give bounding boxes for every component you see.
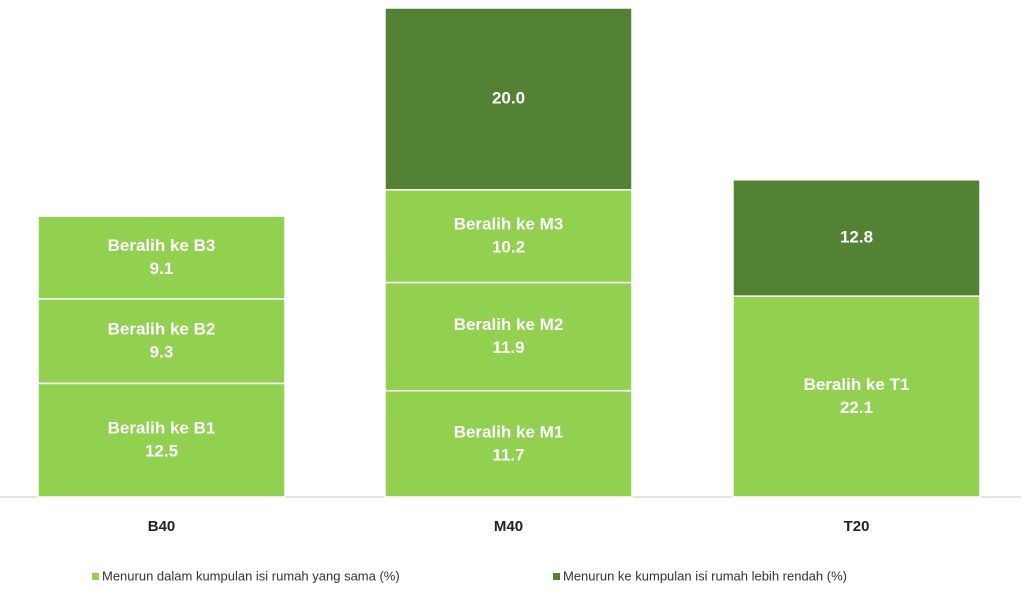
x-tick-label: M40 bbox=[494, 518, 523, 535]
segment-value: 11.9 bbox=[492, 338, 524, 357]
segment-label: Beralih ke M2 bbox=[454, 315, 564, 334]
segment-value: 9.1 bbox=[150, 259, 174, 278]
bar-segment bbox=[37, 215, 286, 300]
segment-label: Beralih ke B3 bbox=[108, 236, 216, 255]
legend-swatch bbox=[553, 573, 560, 580]
segment-label: Beralih ke B1 bbox=[108, 419, 216, 438]
legend-label: Menurun dalam kumpulan isi rumah yang sa… bbox=[102, 568, 400, 583]
segment-value: 22.1 bbox=[840, 398, 873, 417]
x-tick-label: B40 bbox=[148, 518, 176, 535]
bar-segment bbox=[384, 189, 633, 284]
segment-value: 12.5 bbox=[145, 442, 178, 461]
bar-segment bbox=[384, 389, 633, 498]
segment-label: Beralih ke B2 bbox=[108, 320, 216, 339]
bar-segment bbox=[37, 382, 286, 498]
segment-value: 10.2 bbox=[492, 238, 525, 257]
bar-segment bbox=[384, 281, 633, 392]
segment-label: Beralih ke M1 bbox=[454, 422, 564, 441]
segment-value: 9.3 bbox=[150, 343, 174, 362]
legend-swatch bbox=[92, 573, 99, 580]
bar-segment bbox=[384, 7, 633, 191]
bar-segment bbox=[732, 295, 981, 498]
segment-value: 12.8 bbox=[840, 227, 873, 246]
bar-segment bbox=[732, 179, 981, 297]
segment-value: 11.7 bbox=[492, 445, 524, 464]
segment-value: 20.0 bbox=[492, 88, 525, 107]
legend-label: Menurun ke kumpulan isi rumah lebih rend… bbox=[563, 568, 847, 583]
segment-label: Beralih ke M3 bbox=[454, 215, 564, 234]
bar-segment bbox=[37, 298, 286, 385]
segment-label: Beralih ke T1 bbox=[804, 375, 910, 394]
x-tick-label: T20 bbox=[844, 518, 870, 535]
